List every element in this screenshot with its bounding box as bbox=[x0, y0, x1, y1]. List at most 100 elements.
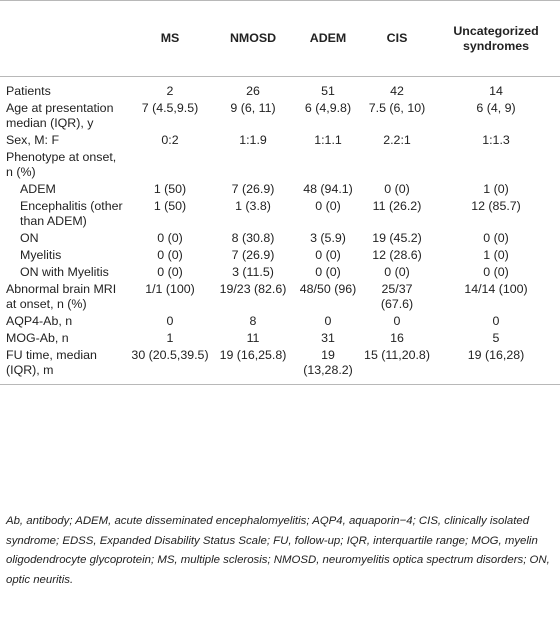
table-cell: 48 (94.1) bbox=[303, 182, 353, 196]
table-cell: 1 (0) bbox=[483, 248, 509, 262]
row-label: Phenotype at onset, n (%) bbox=[6, 150, 117, 179]
table-cell bbox=[294, 149, 362, 181]
table-cell: 3 (5.9) bbox=[310, 231, 346, 245]
table-cell: 19/23 (82.6) bbox=[219, 282, 287, 296]
table-cell: 0 bbox=[324, 314, 332, 328]
table-header: MS NMOSD ADEM CIS Uncategorized syndrome… bbox=[0, 0, 560, 77]
row-label: MOG-Ab, n bbox=[6, 331, 69, 345]
table-cell: 26 bbox=[246, 84, 260, 98]
table-cell: 0:2 bbox=[161, 133, 179, 147]
table-cell: 0 (0) bbox=[384, 265, 410, 279]
table-cell: 1 (0) bbox=[483, 182, 509, 196]
table-cell: 0 (0) bbox=[483, 265, 509, 279]
row-label: ON with Myelitis bbox=[20, 265, 109, 279]
table-cell: 0 (0) bbox=[315, 199, 341, 213]
table-row: FU time, median (IQR), m 30 (20.5,39.5) … bbox=[0, 347, 560, 385]
table-cell: 1:1.3 bbox=[482, 133, 510, 147]
table-cell: 0 (0) bbox=[315, 265, 341, 279]
table-cell: 0 bbox=[166, 314, 174, 328]
table-cell: 2 bbox=[166, 84, 174, 98]
table-cell: 3 (11.5) bbox=[232, 265, 274, 279]
table-cell: 19 (16,25.8) bbox=[219, 348, 287, 362]
table-cell: 1:1.9 bbox=[239, 133, 267, 147]
table-cell: 14/14 (100) bbox=[464, 282, 528, 296]
table-cell: 0 bbox=[393, 314, 401, 328]
table-row: Age at presentation median (IQR), y 7 (4… bbox=[0, 100, 560, 132]
table-cell: 5 bbox=[492, 331, 500, 345]
table-cell: 0 (0) bbox=[483, 231, 509, 245]
table-cell: 7 (26.9) bbox=[231, 182, 275, 196]
table-cell: 30 (20.5,39.5) bbox=[131, 348, 209, 362]
table-cell: 12 (85.7) bbox=[471, 199, 521, 213]
row-label: Encephalitis (other than ADEM) bbox=[20, 199, 123, 228]
table-row: AQP4-Ab, n 0 8 0 0 0 bbox=[0, 313, 560, 330]
table-cell: 0 (0) bbox=[157, 265, 183, 279]
table-cell bbox=[432, 149, 560, 181]
table-cell: 51 bbox=[321, 84, 335, 98]
table-cell: 1/1 (100) bbox=[145, 282, 195, 296]
table-cell: 48/50 (96) bbox=[299, 282, 357, 296]
row-label: Myelitis bbox=[20, 248, 62, 262]
table-body: Patients 2 26 51 42 14 Age at presentati… bbox=[0, 77, 560, 385]
table-cell: 19 (13,28.2) bbox=[303, 348, 353, 377]
row-label: FU time, median (IQR), m bbox=[6, 348, 97, 377]
table-cell: 12 (28.6) bbox=[372, 248, 422, 262]
table-cell: 2.2:1 bbox=[383, 133, 411, 147]
table-cell: 0 (0) bbox=[315, 248, 341, 262]
table-cell: 11 bbox=[246, 331, 260, 345]
table-cell: 11 (26.2) bbox=[372, 199, 422, 213]
row-label: Sex, M: F bbox=[6, 133, 60, 147]
table-cell: 0 bbox=[492, 314, 500, 328]
table-cell: 1 (50) bbox=[153, 199, 187, 213]
row-label: Patients bbox=[6, 84, 51, 98]
table-cell: 6 (4,9.8) bbox=[304, 101, 352, 115]
table-cell: 7 (4.5,9.5) bbox=[141, 101, 199, 115]
row-label: Abnormal brain MRI at onset, n (%) bbox=[6, 282, 117, 311]
table-cell: 14 bbox=[489, 84, 503, 98]
table-row: ADEM 1 (50) 7 (26.9) 48 (94.1) 0 (0) 1 (… bbox=[0, 181, 560, 198]
table-cell: 1 (50) bbox=[153, 182, 187, 196]
table-cell: 15 (11,20.8) bbox=[364, 348, 430, 362]
header-ms: MS bbox=[160, 31, 180, 45]
table-row: Phenotype at onset, n (%) bbox=[0, 149, 560, 181]
table-cell bbox=[362, 149, 432, 181]
table-cell: 7.5 (6, 10) bbox=[368, 101, 426, 115]
table-cell: 16 bbox=[390, 331, 404, 345]
table-cell: 6 (4, 9) bbox=[476, 101, 516, 115]
row-label: Age at presentation median (IQR), y bbox=[6, 101, 114, 130]
table-cell: 8 (30.8) bbox=[231, 231, 275, 245]
row-label: ON bbox=[20, 231, 39, 245]
row-label: ADEM bbox=[20, 182, 56, 196]
table-row: Sex, M: F 0:2 1:1.9 1:1.1 2.2:1 1:1.3 bbox=[0, 132, 560, 149]
clinical-characteristics-table: MS NMOSD ADEM CIS Uncategorized syndrome… bbox=[0, 0, 560, 385]
table-cell bbox=[128, 149, 212, 181]
table-cell: 9 (6, 11) bbox=[230, 101, 276, 115]
table-cell: 0 (0) bbox=[157, 248, 183, 262]
table-cell: 1 (3.8) bbox=[235, 199, 271, 213]
header-uncategorized: Uncategorized syndromes bbox=[453, 23, 539, 53]
table-row: MOG-Ab, n 1 11 31 16 5 bbox=[0, 330, 560, 347]
table-cell bbox=[212, 149, 294, 181]
header-row: MS NMOSD ADEM CIS Uncategorized syndrome… bbox=[0, 0, 560, 77]
table-cell: 19 (16,28) bbox=[467, 348, 525, 362]
header-adem: ADEM bbox=[309, 31, 347, 45]
table-cell: 0 (0) bbox=[157, 231, 183, 245]
header-cis: CIS bbox=[386, 31, 408, 45]
table-cell: 1:1.1 bbox=[314, 133, 342, 147]
table-cell: 31 bbox=[321, 331, 335, 345]
header-label-col bbox=[0, 1, 128, 77]
table-cell: 42 bbox=[390, 84, 404, 98]
row-label: AQP4-Ab, n bbox=[6, 314, 73, 328]
table-row: Abnormal brain MRI at onset, n (%) 1/1 (… bbox=[0, 281, 560, 313]
table-row: Myelitis 0 (0) 7 (26.9) 0 (0) 12 (28.6) … bbox=[0, 247, 560, 264]
table-cell: 7 (26.9) bbox=[231, 248, 275, 262]
table-cell: 19 (45.2) bbox=[372, 231, 422, 245]
table-row: ON with Myelitis 0 (0) 3 (11.5) 0 (0) 0 … bbox=[0, 264, 560, 281]
table-cell: 8 bbox=[249, 314, 257, 328]
table-cell: 0 (0) bbox=[384, 182, 410, 196]
table-footnote: Ab, antibody; ADEM, acute disseminated e… bbox=[6, 515, 550, 586]
table-row: Encephalitis (other than ADEM) 1 (50) 1 … bbox=[0, 198, 560, 230]
table-row: Patients 2 26 51 42 14 bbox=[0, 77, 560, 101]
table-cell: 1 bbox=[166, 331, 174, 345]
